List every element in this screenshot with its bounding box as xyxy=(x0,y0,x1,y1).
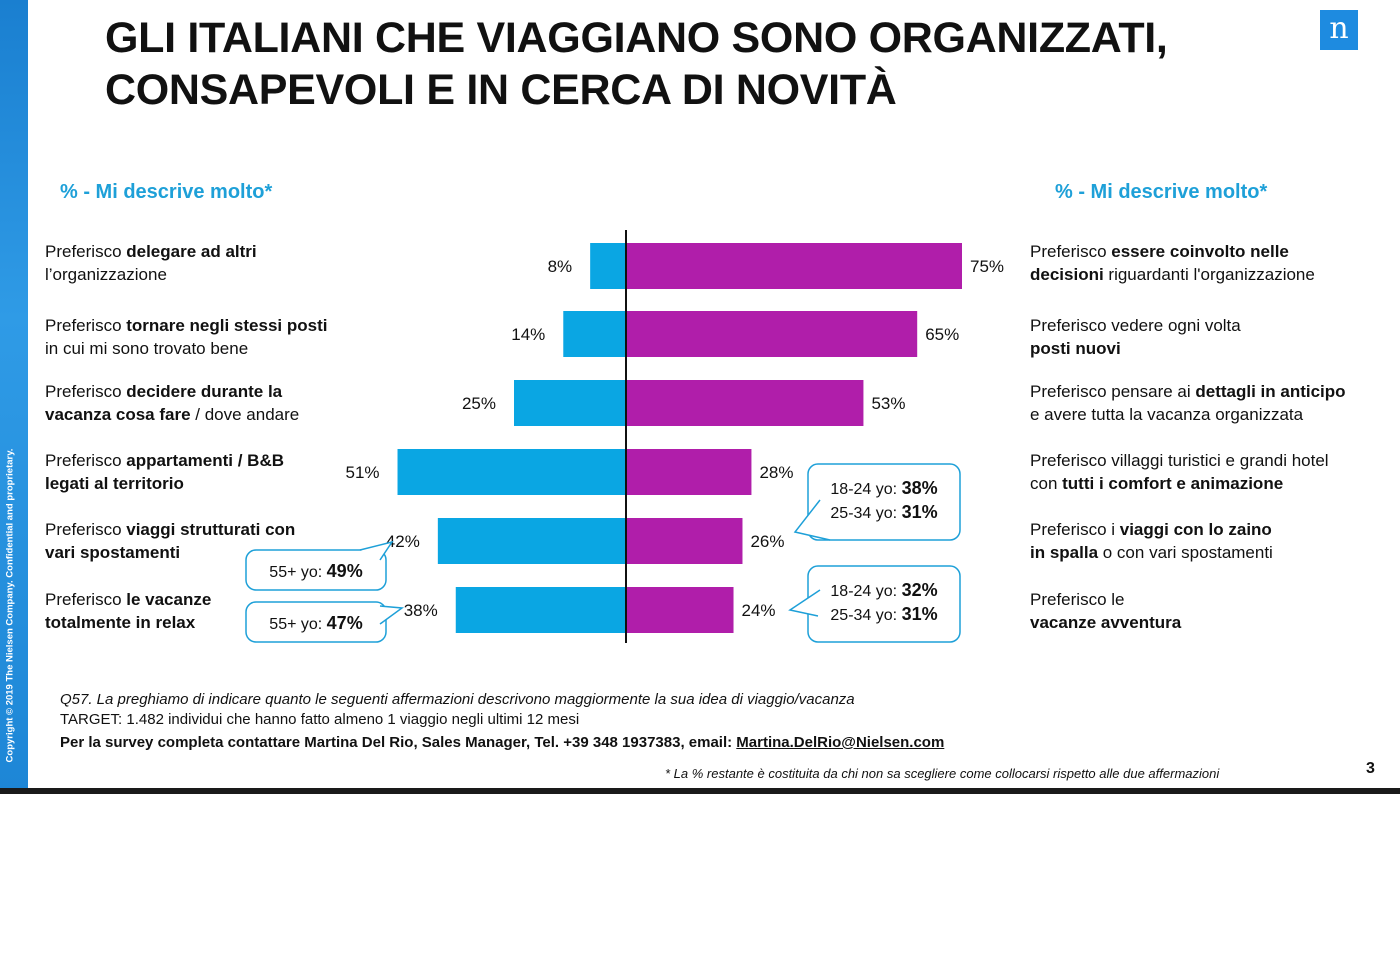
bar-right-3 xyxy=(626,380,864,426)
callout-value: 31% xyxy=(902,502,938,522)
callout-box-2 xyxy=(245,549,387,591)
callout-tail-2 xyxy=(359,540,394,561)
right-statement-5: Preferisco i viaggi con lo zaino in spall… xyxy=(1030,520,1273,562)
page-title: GLI ITALIANI CHE VIAGGIANO SONO ORGANIZZ… xyxy=(105,12,1285,116)
bottom-rule xyxy=(0,788,1400,794)
callout-value: 47% xyxy=(327,613,363,633)
callout-2-line-1: 55+ yo: 49% xyxy=(269,561,362,581)
left-statement-5: Preferisco viaggi strutturati con vari sp… xyxy=(45,520,296,562)
left-statement-4: Preferisco appartamenti / B&B legati al t… xyxy=(45,451,284,493)
label-left-6: 38% xyxy=(404,601,438,620)
callout-tail-1 xyxy=(793,499,831,541)
callout-tail-3 xyxy=(379,605,405,625)
label-left-4: 51% xyxy=(345,463,379,482)
bar-right-6 xyxy=(626,587,734,633)
right-statement-3: Preferisco pensare ai dettagli in antici… xyxy=(1030,382,1346,424)
callout-value: 31% xyxy=(902,604,938,624)
bar-left-1 xyxy=(590,243,626,289)
nielsen-logo: n xyxy=(1320,10,1358,50)
bar-right-1 xyxy=(626,243,962,289)
label-right-4: 28% xyxy=(759,463,793,482)
callout-age-label: 18-24 yo: xyxy=(830,481,901,498)
callout-age-label: 25-34 yo: xyxy=(830,505,901,522)
right-header: % - Mi descrive molto* xyxy=(1055,181,1268,203)
right-statement-2: Preferisco vedere ogni volta posti nuovi xyxy=(1030,316,1241,358)
callout-age-label: 55+ yo: xyxy=(269,616,326,633)
bar-left-2 xyxy=(563,311,626,357)
bar-left-6 xyxy=(455,587,626,633)
bar-left-3 xyxy=(514,380,626,426)
callout-value: 38% xyxy=(902,478,938,498)
callout-value: 49% xyxy=(327,561,363,581)
bar-left-4 xyxy=(397,449,626,495)
page-number: 3 xyxy=(1366,760,1375,777)
callout-age-label: 55+ yo: xyxy=(269,564,326,581)
label-left-1: 8% xyxy=(548,257,573,276)
bar-right-2 xyxy=(626,311,918,357)
bar-right-5 xyxy=(626,518,743,564)
label-right-1: 75% xyxy=(970,257,1004,276)
callout-tail-4 xyxy=(788,589,821,617)
footer-question: Q57. La preghiamo di indicare quanto le … xyxy=(60,691,855,708)
callout-4-line-2: 25-34 yo: 31% xyxy=(830,604,937,624)
footer-email-link[interactable]: Martina.DelRio@Nielsen.com xyxy=(736,734,945,751)
left-header: % - Mi descrive molto* xyxy=(60,181,273,203)
label-right-3: 53% xyxy=(871,394,905,413)
bar-right-4 xyxy=(626,449,752,495)
title-line-2: CONSAPEVOLI E IN CERCA DI NOVITÀ xyxy=(105,66,897,114)
callout-age-label: 18-24 yo: xyxy=(830,583,901,600)
label-right-6: 24% xyxy=(742,601,776,620)
footer-contact-text: Per la survey completa contattare Martin… xyxy=(60,734,737,751)
callout-value: 32% xyxy=(902,580,938,600)
label-left-3: 25% xyxy=(462,394,496,413)
callout-1-line-2: 25-34 yo: 31% xyxy=(830,502,937,522)
left-statement-3: Preferisco decidere durante la vacanza co… xyxy=(45,382,300,424)
right-statement-6: Preferisco le vacanze avventura xyxy=(1030,590,1182,632)
footer-target: TARGET: 1.482 individui che hanno fatto … xyxy=(60,711,580,728)
left-statement-6: Preferisco le vacanze totalmente in relax xyxy=(45,590,212,632)
label-right-2: 65% xyxy=(925,325,959,344)
callout-4-line-1: 18-24 yo: 32% xyxy=(830,580,937,600)
callout-3-line-1: 55+ yo: 47% xyxy=(269,613,362,633)
diverging-bar-chart: 8% 14% 25% 51% 42% 38% 75% 65% 53% 28% 26% 24% 18-24… xyxy=(245,230,1004,643)
callout-age-label: 25-34 yo: xyxy=(830,607,901,624)
footnote: * La % restante è costituita da chi non … xyxy=(665,766,1220,781)
label-left-5: 42% xyxy=(386,532,420,551)
right-statement-1: Preferisco essere coinvolto nelle decisio… xyxy=(1030,242,1315,284)
callout-box-3 xyxy=(245,601,387,643)
side-strip: Copyright © 2019 The Nielsen Company. Co… xyxy=(0,0,28,794)
callout-1-line-1: 18-24 yo: 38% xyxy=(830,478,937,498)
label-right-5: 26% xyxy=(750,532,784,551)
label-left-2: 14% xyxy=(511,325,545,344)
right-statement-4: Preferisco villaggi turistici e grandi h… xyxy=(1030,451,1329,493)
title-line-1: GLI ITALIANI CHE VIAGGIANO SONO ORGANIZZ… xyxy=(105,14,1168,62)
left-statement-2: Preferisco tornare negli stessi posti in … xyxy=(45,316,328,358)
bar-left-5 xyxy=(437,518,626,564)
callout-box-1 xyxy=(807,463,961,541)
footer-contact: Per la survey completa contattare Martin… xyxy=(60,733,944,752)
left-statement-1: Preferisco delegare ad altri l’organizzaz… xyxy=(45,242,257,284)
